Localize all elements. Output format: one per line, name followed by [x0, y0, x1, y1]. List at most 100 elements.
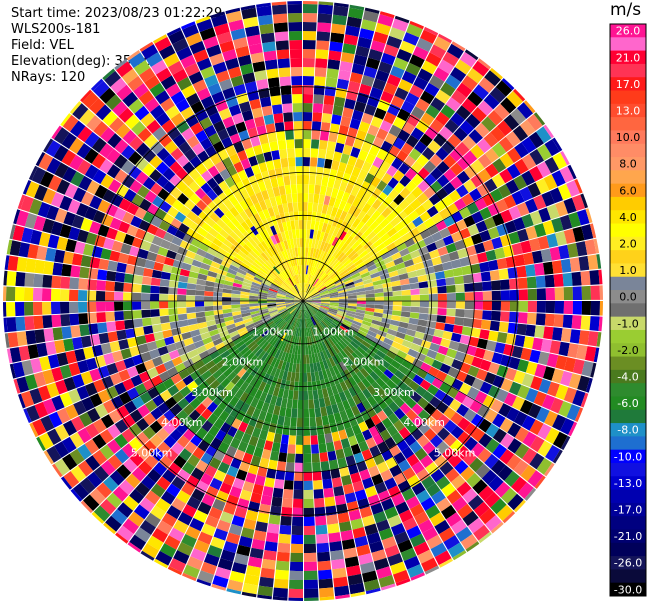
velocity-gate [176, 409, 189, 422]
velocity-gate [395, 578, 411, 586]
range-ring-label: 3.00km [373, 386, 415, 399]
colorbar-band [610, 250, 646, 264]
velocity-gate [182, 504, 197, 518]
velocity-gate [387, 364, 398, 375]
velocity-gate [126, 255, 138, 266]
velocity-gate [303, 129, 312, 140]
velocity-gate [140, 550, 155, 561]
velocity-gate [308, 354, 313, 364]
velocity-gate [313, 315, 320, 323]
velocity-gate [225, 145, 237, 157]
velocity-gate [307, 247, 312, 257]
velocity-gate [345, 332, 354, 341]
velocity-gate [103, 522, 117, 535]
velocity-gate [412, 374, 424, 386]
velocity-gate [461, 395, 475, 409]
velocity-gate [219, 229, 230, 239]
velocity-gate [60, 301, 70, 314]
velocity-gate [410, 127, 425, 141]
velocity-gate [229, 406, 240, 418]
velocity-gate [245, 509, 259, 522]
velocity-gate [303, 238, 307, 248]
velocity-gate [431, 231, 443, 242]
velocity-gate [303, 292, 305, 301]
velocity-gate [252, 317, 262, 323]
velocity-gate [390, 319, 400, 327]
velocity-gate [435, 111, 450, 126]
velocity-gate [123, 357, 135, 369]
velocity-gate [368, 144, 381, 157]
velocity-gate [92, 449, 108, 466]
velocity-gate [359, 343, 369, 352]
velocity-gate [367, 330, 377, 338]
velocity-gate [430, 97, 446, 112]
velocity-gate [209, 350, 220, 360]
velocity-gate [122, 292, 133, 301]
velocity-gate [534, 223, 547, 238]
velocity-gate [206, 275, 216, 283]
velocity-gate [182, 186, 195, 199]
velocity-gate [562, 272, 573, 287]
velocity-gate [499, 279, 510, 290]
velocity-gate [521, 213, 534, 228]
velocity-gate [34, 259, 46, 274]
velocity-gate [351, 63, 365, 75]
velocity-gate [431, 490, 446, 505]
velocity-gate [411, 106, 425, 120]
velocity-gate [310, 289, 318, 296]
velocity-gate [443, 374, 456, 386]
velocity-gate [324, 316, 333, 324]
velocity-gate [252, 345, 261, 355]
velocity-gate [281, 322, 289, 332]
velocity-gate [345, 235, 354, 245]
velocity-gate [536, 301, 546, 313]
velocity-gate [200, 262, 211, 271]
velocity-gate [393, 257, 404, 266]
velocity-gate [245, 472, 257, 484]
velocity-gate [325, 281, 335, 288]
velocity-gate [201, 408, 213, 420]
velocity-gate [235, 410, 246, 422]
velocity-gate [276, 296, 286, 300]
velocity-gate [496, 365, 509, 378]
velocity-gate [352, 384, 362, 395]
velocity-gate [218, 441, 230, 454]
velocity-gate [299, 283, 302, 293]
velocity-gate [193, 509, 208, 523]
velocity-gate [397, 539, 413, 553]
velocity-gate [292, 308, 299, 317]
velocity-gate [440, 253, 451, 264]
velocity-gate [296, 274, 300, 284]
velocity-gate [541, 191, 555, 207]
velocity-gate [513, 411, 528, 427]
colorbar-tick-label: -8.0 [617, 424, 638, 437]
velocity-gate [416, 368, 428, 379]
velocity-gate [525, 264, 536, 277]
velocity-gate [240, 221, 250, 232]
velocity-gate [180, 54, 196, 69]
velocity-gate [300, 247, 303, 257]
velocity-gate [314, 184, 321, 195]
velocity-gate [142, 426, 156, 440]
velocity-gate [418, 281, 429, 289]
velocity-gate [562, 314, 573, 329]
velocity-gate [311, 139, 320, 149]
velocity-gate [494, 481, 511, 498]
velocity-gate [477, 153, 492, 169]
velocity-gate [3, 317, 8, 333]
velocity-gate [188, 71, 204, 85]
velocity-gate [329, 305, 339, 309]
velocity-gate [265, 160, 275, 171]
velocity-gate [517, 384, 530, 399]
velocity-gate [313, 362, 318, 373]
velocity-gate [226, 371, 237, 382]
velocity-gate [81, 397, 95, 412]
velocity-gate [313, 94, 324, 104]
velocity-gate [503, 194, 517, 209]
velocity-gate [376, 148, 388, 161]
velocity-gate [426, 205, 439, 218]
velocity-gate [353, 452, 365, 464]
velocity-gate [368, 48, 383, 61]
velocity-gate [122, 518, 139, 534]
velocity-gate [51, 301, 61, 315]
